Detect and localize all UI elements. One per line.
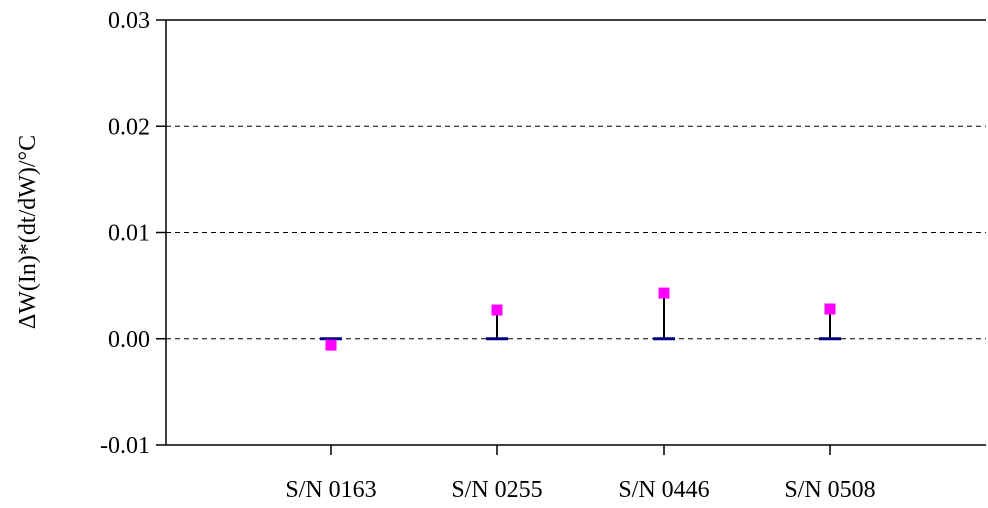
square-marker: [824, 303, 836, 315]
x-tick-label: S/N 0255: [451, 477, 542, 503]
data-marks: [320, 287, 841, 351]
grid-lines: [166, 125, 986, 340]
square-marker: [658, 287, 670, 299]
y-tick-label: 0.03: [108, 8, 150, 34]
square-marker: [325, 339, 337, 351]
x-tick-label: S/N 0446: [618, 477, 709, 503]
x-tick-label: S/N 0163: [285, 477, 376, 503]
y-tick-label: 0.00: [108, 327, 150, 353]
square-marker: [491, 304, 503, 316]
x-tick-label: S/N 0508: [784, 477, 875, 503]
x-ticks: S/N 0163 S/N 0255 S/N 0446 S/N 0508: [285, 445, 876, 503]
y-tick-label: -0.01: [100, 433, 150, 459]
y-axis-title: ΔW(In)*(dt/dW)/°C: [15, 135, 41, 329]
y-ticks: -0.01 0.00 0.01 0.02 0.03: [100, 8, 166, 459]
y-tick-label: 0.01: [108, 221, 150, 247]
y-tick-label: 0.02: [108, 114, 150, 140]
